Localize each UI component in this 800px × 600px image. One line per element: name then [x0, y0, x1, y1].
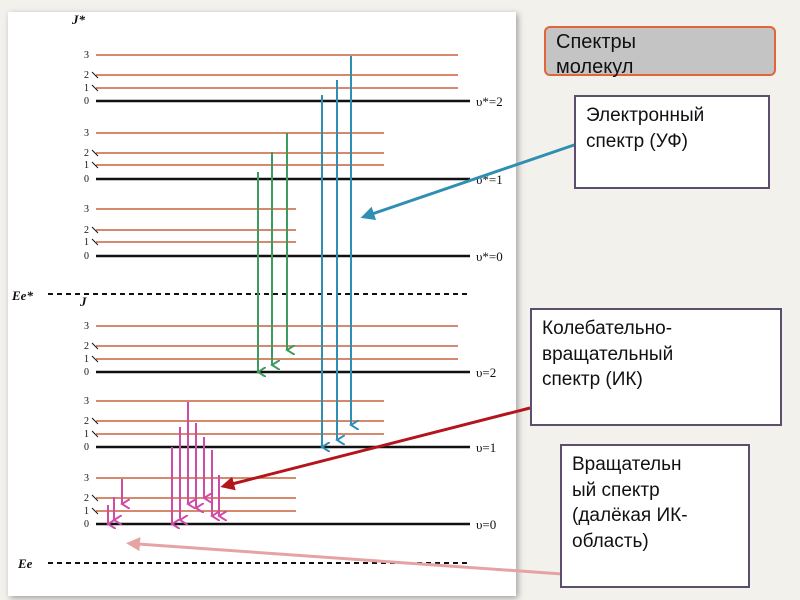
ground-energy-label: Ee — [17, 556, 33, 571]
j-level-tick — [91, 494, 99, 502]
j-level-label: 2 — [84, 493, 89, 504]
excited-j-axis-label: J* — [71, 12, 86, 27]
j-level-tick — [91, 161, 99, 169]
j-level-label: 2 — [84, 225, 89, 236]
j-level-label: 1 — [84, 83, 89, 94]
j-level-label: 1 — [84, 160, 89, 171]
excited-energy-label: Ee* — [11, 288, 33, 303]
j-level-tick — [91, 342, 99, 350]
j-level-label: 2 — [84, 416, 89, 427]
j-level-label: 0 — [84, 174, 89, 185]
j-level-label: 3 — [84, 204, 89, 215]
j-level-label: 3 — [84, 473, 89, 484]
electronic-spectrum-callout: Электронный спектр (УФ) — [574, 95, 770, 189]
vibrational-spectrum-callout: Колебательно- вращательный спектр (ИК) — [530, 308, 782, 426]
j-level-label: 1 — [84, 354, 89, 365]
j-level-label: 3 — [84, 321, 89, 332]
j-level-tick — [91, 238, 99, 246]
electronic-spectrum-text: Электронный спектр (УФ) — [586, 105, 705, 152]
rotational-callout-pointer — [126, 537, 563, 576]
j-level-label: 2 — [84, 341, 89, 352]
j-level-label: 1 — [84, 429, 89, 440]
j-level-label: 0 — [84, 251, 89, 262]
vibrational-level-label: υ=1 — [476, 440, 496, 455]
j-level-tick — [91, 355, 99, 363]
vibrational-level-label: υ*=2 — [476, 94, 503, 109]
j-level-label: 0 — [84, 96, 89, 107]
vibrational-callout-pointer — [220, 406, 531, 491]
j-level-tick — [91, 84, 99, 92]
j-level-label: 0 — [84, 442, 89, 453]
vibrational-level-label: υ=0 — [476, 517, 496, 532]
vibrational-spectrum-text: Колебательно- вращательный спектр (ИК) — [542, 318, 674, 391]
vibrational-level-label: υ=2 — [476, 365, 496, 380]
j-level-tick — [91, 430, 99, 438]
rotational-spectrum-callout: Вращательн ый спектр (далёкая ИК- област… — [560, 444, 750, 588]
j-level-tick — [91, 417, 99, 425]
j-level-label: 2 — [84, 70, 89, 81]
slide-title-text: Спектры молекул — [556, 31, 637, 78]
vibrational-level-label: υ*=0 — [476, 249, 503, 264]
j-level-tick — [91, 149, 99, 157]
slide-title: Спектры молекул — [544, 26, 776, 78]
j-level-tick — [91, 226, 99, 234]
rotational-spectrum-text: Вращательн ый спектр (далёкая ИК- област… — [572, 454, 688, 552]
j-level-label: 1 — [84, 506, 89, 517]
j-level-label: 1 — [84, 237, 89, 248]
j-level-tick — [91, 71, 99, 79]
j-level-label: 3 — [84, 128, 89, 139]
j-level-tick — [91, 507, 99, 515]
ground-j-axis-label: J — [79, 294, 87, 309]
j-level-label: 0 — [84, 367, 89, 378]
j-level-label: 2 — [84, 148, 89, 159]
j-level-label: 3 — [84, 396, 89, 407]
j-level-label: 0 — [84, 519, 89, 530]
electronic-callout-pointer — [360, 142, 578, 220]
j-level-label: 3 — [84, 50, 89, 61]
